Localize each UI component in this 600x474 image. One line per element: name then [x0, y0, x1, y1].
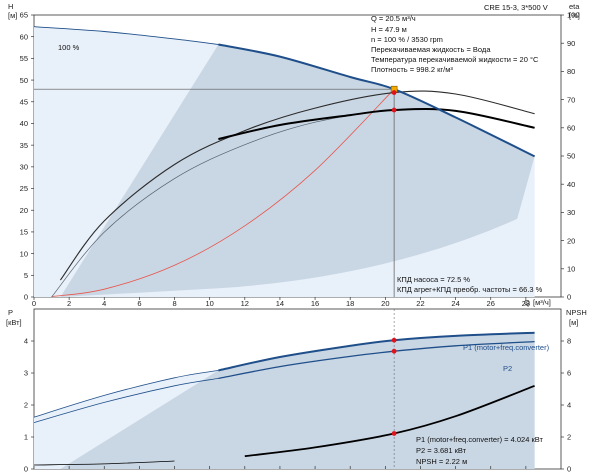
- eta-axis-tick-label: 30: [567, 208, 575, 217]
- info-line-npsh: NPSH = 2.22 м: [416, 457, 467, 466]
- npsh-axis-tick-label: 4: [567, 401, 571, 410]
- eff-line-pump: КПД насоса = 72.5 %: [397, 275, 470, 284]
- eta-axis-tick-label: 90: [567, 39, 575, 48]
- eta-pump-marker: [391, 90, 397, 95]
- h-axis-tick-label: 15: [20, 228, 28, 237]
- q-axis-tick-label: 28: [522, 299, 530, 308]
- axes-layer: 0510152025303540455055606501020304050607…: [20, 11, 580, 474]
- bottom-right-axis-label: NPSH: [566, 308, 587, 317]
- eta-total-marker: [391, 107, 397, 113]
- h-axis-tick-label: 40: [20, 119, 28, 128]
- h-axis-tick-label: 50: [20, 76, 28, 85]
- h-axis-tick-label: 65: [20, 11, 28, 20]
- p-axis-tick-label: 4: [24, 337, 28, 346]
- operating-regions: [34, 26, 535, 469]
- eta-axis-tick-label: 80: [567, 67, 575, 76]
- info-line-q: Q = 20.5 м³/ч: [371, 14, 416, 23]
- eta-axis-tick-label: 10: [567, 265, 575, 274]
- speed-label: 100 %: [58, 43, 80, 52]
- h-axis-tick-label: 60: [20, 32, 28, 41]
- q-axis-tick-label: 14: [276, 299, 284, 308]
- p-axis-tick-label: 1: [24, 433, 28, 442]
- top-left-axis-unit: [м]: [8, 11, 17, 20]
- q-axis-tick-label: 24: [451, 299, 459, 308]
- h-axis-tick-label: 30: [20, 163, 28, 172]
- q-axis-tick-label: 26: [487, 299, 495, 308]
- q-axis-tick-label: 12: [241, 299, 249, 308]
- bottom-right-axis-unit: [м]: [569, 318, 578, 327]
- info-line-p1: P1 (motor+freq.converter) = 4.024 кВт: [416, 435, 544, 444]
- top-right-axis-label: eta: [569, 2, 580, 11]
- q-axis-tick-label: 10: [205, 299, 213, 308]
- info-line-liquid: Перекачиваемая жидкость = Вода: [371, 45, 491, 54]
- npsh-axis-tick-label: 6: [567, 369, 571, 378]
- npsh-axis-tick-label: 8: [567, 337, 571, 346]
- eta-axis-tick-label: 0: [567, 293, 571, 302]
- series-label-p1: P1 (motor+freq.converter): [463, 343, 550, 352]
- info-line-density: Плотность = 998.2 кг/м³: [371, 65, 453, 74]
- eta-axis-tick-label: 20: [567, 236, 575, 245]
- p-axis-tick-label: 3: [24, 369, 28, 378]
- npsh-axis-tick-label: 2: [567, 433, 571, 442]
- top-left-axis-label: H: [8, 2, 13, 11]
- top-right-axis-unit: [%]: [569, 11, 580, 20]
- q-axis-tick-label: 4: [102, 299, 106, 308]
- h-axis-tick-label: 5: [24, 271, 28, 280]
- q-axis-tick-label: 16: [311, 299, 319, 308]
- annotation-layer: CRE 15-3, 3*500 V H [м] eta [%] Q [м³/ч]…: [6, 2, 587, 466]
- x-axis-unit: [м³/ч]: [533, 298, 551, 307]
- h-axis-tick-label: 0: [24, 293, 28, 302]
- system-curve: [51, 88, 395, 297]
- p2-marker: [391, 348, 397, 354]
- x-axis-label: Q: [524, 298, 530, 307]
- q-axis-tick-label: 2: [67, 299, 71, 308]
- p1-curve: [218, 331, 535, 372]
- eta-axis-tick-label: 40: [567, 180, 575, 189]
- info-line-n: n = 100 % / 3530 rpm: [371, 35, 443, 44]
- q-axis-tick-label: 0: [32, 299, 36, 308]
- h-axis-tick-label: 25: [20, 184, 28, 193]
- eta-axis-tick-label: 60: [567, 124, 575, 133]
- h-axis-tick-label: 10: [20, 249, 28, 258]
- head-curve: [218, 43, 536, 158]
- head-curve-extended: [33, 26, 219, 45]
- bottom-recommended-region: [60, 332, 535, 469]
- h-axis-tick-label: 55: [20, 54, 28, 63]
- eta-axis-tick-label: 50: [567, 152, 575, 161]
- npsh-axis-tick-label: 0: [567, 465, 571, 474]
- info-line-p2: P2 = 3.681 кВт: [416, 446, 467, 455]
- curve-layer: [33, 26, 536, 469]
- npsh-curve-extended: [33, 460, 175, 466]
- eta-total-curve: [218, 108, 535, 141]
- series-label-p2: P2: [503, 364, 512, 373]
- q-axis-tick-label: 6: [137, 299, 141, 308]
- eta-axis-tick-label: 70: [567, 95, 575, 104]
- recommended-operating-region: [60, 44, 535, 297]
- info-line-h: H = 47.9 м: [371, 25, 407, 34]
- q-axis-tick-label: 22: [416, 299, 424, 308]
- h-axis-tick-label: 20: [20, 206, 28, 215]
- q-axis-tick-label: 18: [346, 299, 354, 308]
- q-axis-tick-label: 8: [172, 299, 176, 308]
- p2-curve-extended: [33, 378, 219, 423]
- h-axis-tick-label: 45: [20, 97, 28, 106]
- p-axis-tick-label: 0: [24, 465, 28, 474]
- bottom-left-axis-unit: [кВт]: [6, 318, 22, 327]
- eff-line-total: КПД агрег+КПД преобр. частоты = 66.3 %: [397, 285, 543, 294]
- q-axis-tick-label: 20: [381, 299, 389, 308]
- eta-pump-curve: [59, 90, 535, 281]
- bottom-left-axis-label: P: [8, 308, 13, 317]
- p1-marker: [391, 337, 397, 343]
- p2-curve: [218, 340, 535, 380]
- p1-curve-extended: [33, 370, 219, 418]
- p-axis-tick-label: 2: [24, 401, 28, 410]
- model-title: CRE 15-3, 3*500 V: [484, 3, 548, 12]
- eta-axis-tick-label: 100: [567, 11, 580, 20]
- npsh-marker: [391, 431, 397, 436]
- info-line-temperature: Температура перекачиваемой жидкости = 20…: [371, 55, 539, 64]
- h-axis-tick-label: 35: [20, 141, 28, 150]
